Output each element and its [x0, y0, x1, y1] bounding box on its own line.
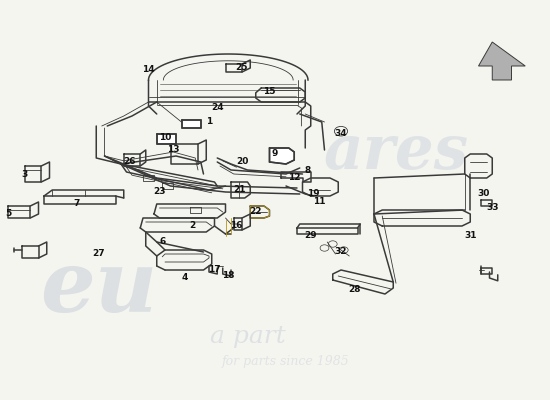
Text: 9: 9: [272, 150, 278, 158]
Text: 32: 32: [335, 248, 347, 256]
Text: 16: 16: [230, 222, 243, 230]
Text: 19: 19: [307, 190, 320, 198]
Text: 10: 10: [159, 134, 171, 142]
Text: 27: 27: [93, 250, 105, 258]
Text: 24: 24: [211, 104, 223, 112]
Text: 1: 1: [206, 118, 212, 126]
Text: 7: 7: [74, 200, 80, 208]
Text: eu: eu: [40, 246, 158, 330]
Text: 20: 20: [236, 158, 248, 166]
Text: 2: 2: [189, 222, 196, 230]
Text: 21: 21: [233, 186, 245, 194]
Text: 28: 28: [349, 286, 361, 294]
Text: for parts since 1985: for parts since 1985: [222, 356, 350, 368]
Text: 18: 18: [222, 272, 234, 280]
Text: 12: 12: [288, 174, 300, 182]
Text: ares: ares: [323, 122, 469, 182]
Polygon shape: [157, 134, 176, 144]
Text: 31: 31: [464, 232, 476, 240]
Text: 8: 8: [305, 166, 311, 174]
Text: 30: 30: [478, 190, 490, 198]
Polygon shape: [182, 120, 201, 128]
Text: 22: 22: [250, 208, 262, 216]
Text: 33: 33: [486, 204, 498, 212]
Text: 23: 23: [153, 188, 166, 196]
Text: 17: 17: [208, 266, 221, 274]
Text: 11: 11: [313, 198, 325, 206]
Text: 29: 29: [305, 232, 317, 240]
Text: 6: 6: [159, 238, 166, 246]
Text: 25: 25: [236, 64, 248, 72]
Text: 15: 15: [263, 88, 276, 96]
Polygon shape: [270, 148, 294, 164]
Text: 14: 14: [142, 66, 155, 74]
Text: a part: a part: [210, 324, 285, 348]
Polygon shape: [478, 42, 525, 80]
Text: 4: 4: [181, 274, 188, 282]
Text: 3: 3: [21, 170, 28, 178]
Text: 26: 26: [123, 158, 135, 166]
Text: 34: 34: [335, 130, 347, 138]
Text: 13: 13: [167, 146, 179, 154]
Text: 5: 5: [5, 210, 12, 218]
